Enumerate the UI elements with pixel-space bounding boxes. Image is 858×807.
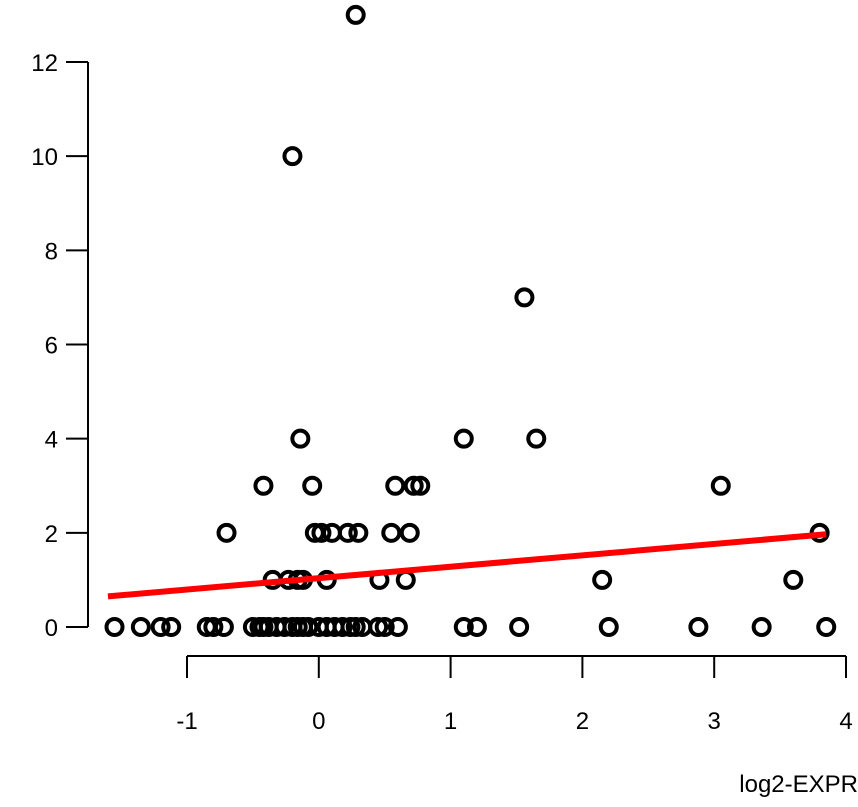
y-tick-label: 4: [45, 427, 58, 454]
data-point: [453, 428, 474, 449]
data-point: [374, 617, 395, 637]
x-tick-label: 0: [312, 708, 325, 735]
data-point: [290, 428, 311, 449]
data-point: [161, 617, 182, 637]
data-point: [253, 475, 274, 496]
x-tick-label: 4: [839, 708, 852, 735]
data-point: [381, 522, 402, 543]
x-tick-label: -1: [176, 708, 197, 735]
x-tick-label: 1: [444, 708, 457, 735]
y-axis: 0 2 4 6 8 10 12: [31, 50, 89, 642]
data-point: [751, 617, 772, 637]
data-point: [816, 617, 837, 637]
data-point: [216, 522, 237, 543]
data-point: [403, 475, 424, 496]
fit-line-group: [107, 531, 827, 600]
y-tick-label: 6: [45, 333, 58, 360]
x-tick-label: 3: [708, 708, 721, 735]
data-point: [410, 475, 431, 496]
data-point: [526, 428, 547, 449]
y-tick-label: 2: [45, 521, 58, 548]
data-point: [348, 522, 369, 543]
data-point: [311, 522, 332, 543]
data-point: [509, 617, 530, 637]
data-point: [203, 617, 224, 637]
data-point: [453, 617, 474, 637]
data-point: [368, 617, 389, 637]
data-point: [345, 4, 366, 25]
data-point: [150, 617, 171, 637]
data-point: [337, 522, 358, 543]
data-point: [395, 569, 416, 590]
data-point: [466, 617, 487, 637]
data-point: [387, 617, 408, 637]
data-point: [302, 475, 323, 496]
data-point: [298, 617, 319, 637]
x-axis: -1 0 1 2 3 4: [176, 655, 853, 735]
data-point: [598, 617, 619, 637]
data-point: [345, 617, 366, 637]
data-point: [213, 617, 234, 637]
data-point: [783, 569, 804, 590]
fit-line: [107, 531, 827, 600]
y-tick-label: 12: [31, 50, 58, 77]
y-tick-label: 10: [31, 144, 58, 171]
y-tick-label: 8: [45, 238, 58, 265]
data-point: [332, 617, 353, 637]
data-point: [688, 617, 709, 637]
data-point: [399, 522, 420, 543]
data-point: [274, 617, 295, 637]
x-tick-label: 2: [576, 708, 589, 735]
data-point: [514, 287, 535, 308]
y-tick-label: 0: [45, 615, 58, 642]
data-point: [282, 146, 303, 167]
data-point: [104, 617, 125, 637]
data-point: [710, 475, 731, 496]
data-points: [104, 4, 837, 637]
data-point: [385, 475, 406, 496]
data-point: [130, 617, 151, 637]
data-point: [321, 522, 342, 543]
x-axis-title: log2-EXPR: [739, 771, 858, 798]
data-point: [592, 569, 613, 590]
